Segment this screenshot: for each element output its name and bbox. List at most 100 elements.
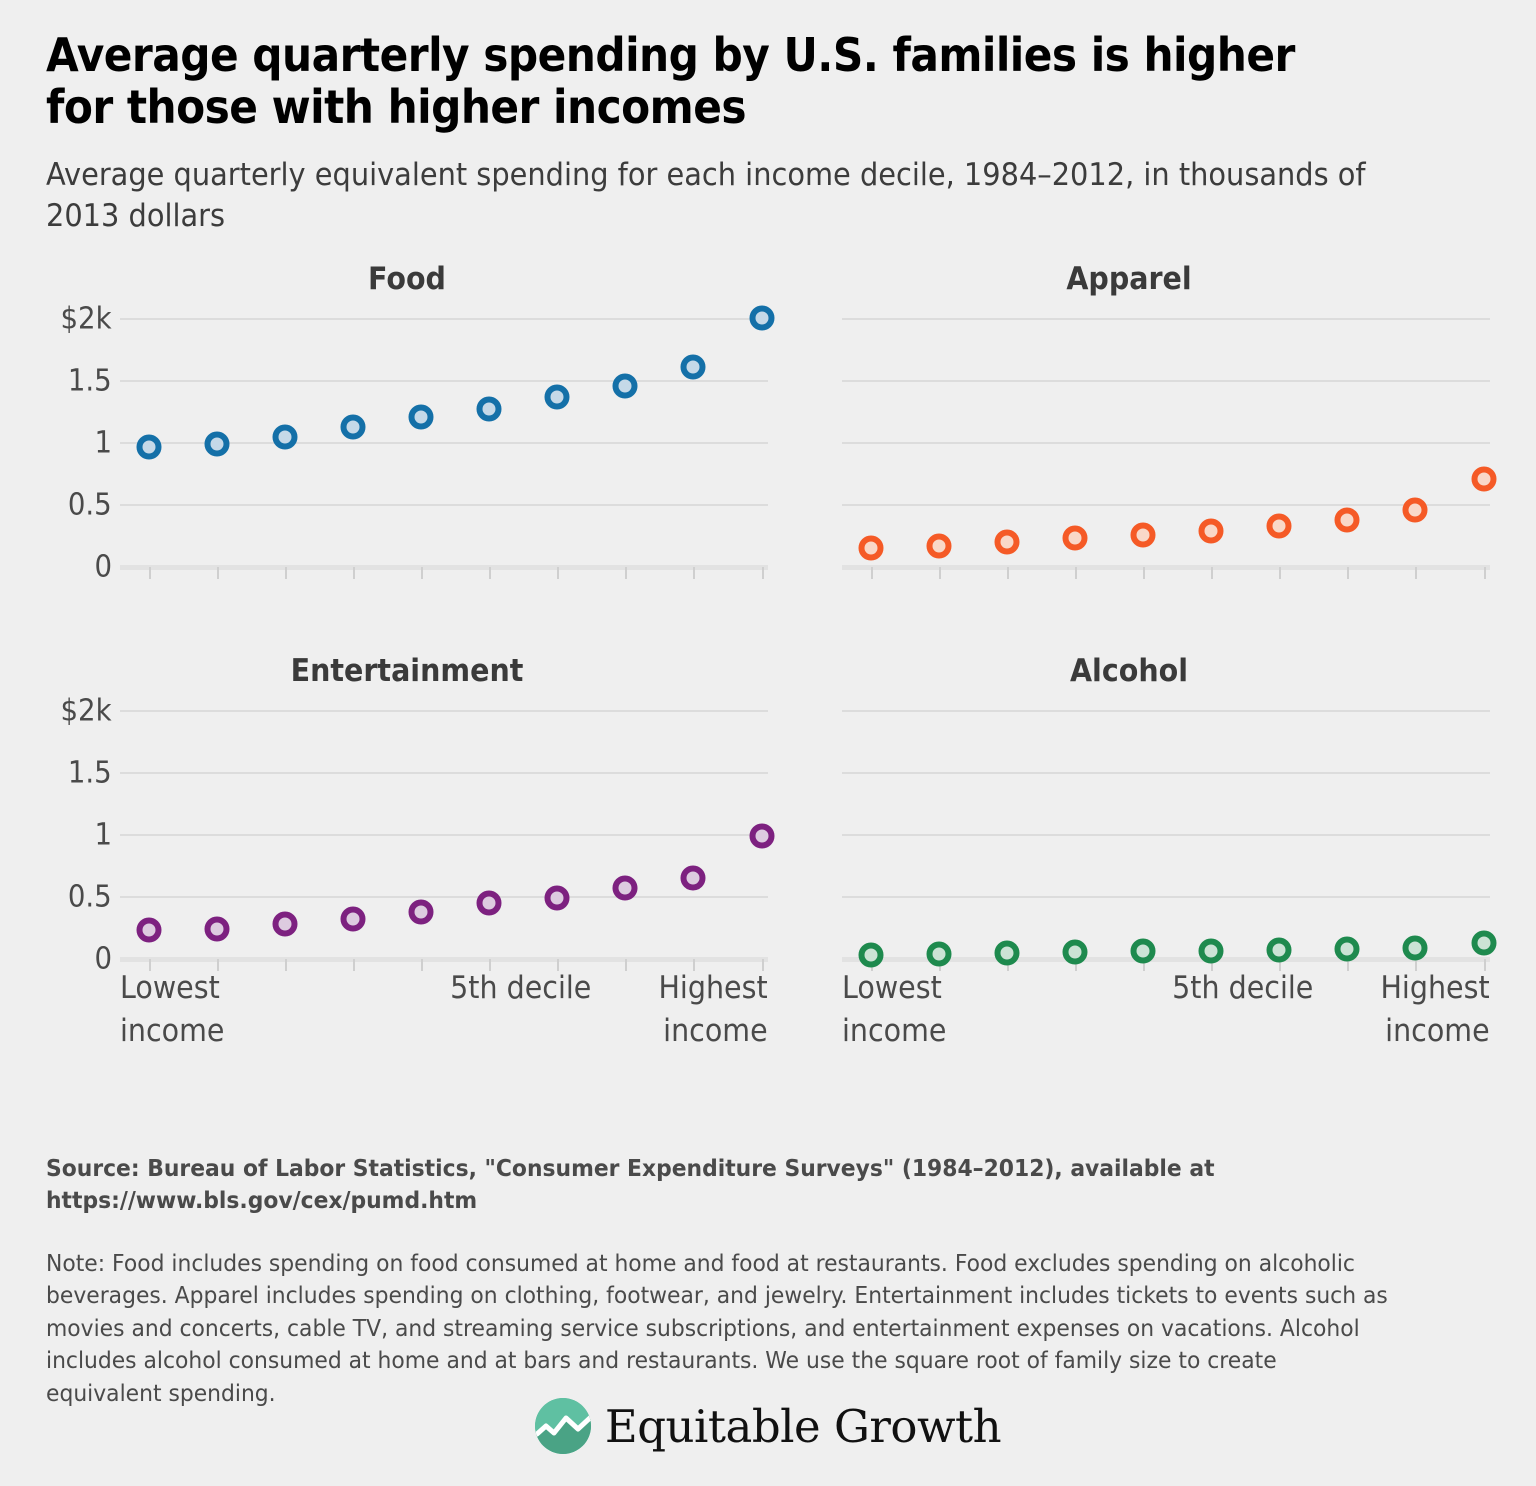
- x-tick-2: [939, 566, 942, 579]
- x-tick-4: [1075, 566, 1078, 579]
- chart-footer: Source: Bureau of Labor Statistics, "Con…: [0, 1152, 1536, 1409]
- x-tick-7: [557, 566, 560, 579]
- x-label-highest-income-2: Highest income: [1380, 969, 1490, 1049]
- panel-title-apparel: Apparel: [1066, 260, 1192, 297]
- panel-apparel: Apparel: [768, 260, 1497, 579]
- gridline-1.5: [842, 379, 1490, 382]
- x-axis-labels-alcohol: Lowest income 5th decile Highest income: [842, 959, 1490, 1055]
- x-tick-9: [1415, 566, 1418, 579]
- gridline-0: [842, 956, 1490, 962]
- data-point: [1130, 938, 1156, 964]
- x-tick-9: [693, 958, 696, 971]
- x-tick-4: [1075, 958, 1078, 971]
- gridline-0: [120, 564, 768, 570]
- x-tick-6: [489, 958, 492, 971]
- gridline-1.5: [842, 771, 1490, 774]
- x-tick-2: [217, 958, 220, 971]
- data-point: [136, 434, 162, 460]
- data-point: [1471, 466, 1497, 492]
- y-axis-entertainment: $2k 1.5 1 0.5 0: [46, 693, 120, 976]
- y-tick-label-1.5: 1.5: [68, 755, 112, 791]
- equitable-growth-circle-chart-icon: [534, 1398, 591, 1454]
- x-tick-1: [149, 566, 152, 579]
- panel-food: Food $2k 1.5 1 0.5 0: [46, 260, 775, 584]
- x-tick-8: [625, 958, 628, 971]
- data-point: [926, 941, 952, 967]
- x-axis-labels-entertainment: Lowest income 5th decile Highest income: [120, 959, 768, 1055]
- gridline-0.5: [120, 895, 768, 898]
- data-point: [612, 875, 638, 901]
- x-tick-4: [353, 566, 356, 579]
- y-tick-label-0: 0: [94, 549, 112, 585]
- gridline-2: [842, 317, 1490, 320]
- page-title: Average quarterly spending by U.S. famil…: [46, 28, 1295, 134]
- data-point: [1266, 513, 1292, 539]
- data-point: [340, 414, 366, 440]
- x-tick-6: [489, 566, 492, 579]
- data-point: [1402, 935, 1428, 961]
- x-tick-3: [285, 958, 288, 971]
- y-tick-label-1: 1: [94, 817, 112, 853]
- plot-area-entertainment: [120, 709, 775, 971]
- y-tick-label-0: 0: [94, 941, 112, 977]
- data-point: [544, 885, 570, 911]
- x-tick-2: [217, 566, 220, 579]
- y-tick-label-2: $2k: [60, 693, 112, 729]
- data-point: [204, 916, 230, 942]
- panel-entertainment: Entertainment $2k 1.5 1 0.5 0 Lowest income …: [46, 652, 775, 1055]
- data-point: [340, 906, 366, 932]
- note-text: Note: Food includes spending on food con…: [46, 1248, 1388, 1407]
- gridline-2: [120, 709, 768, 712]
- data-point: [476, 890, 502, 916]
- source-text: Source: Bureau of Labor Statistics, "Con…: [46, 1154, 1215, 1215]
- chart-subtitle: Average quarterly equivalent spending fo…: [46, 157, 1366, 234]
- y-tick-label-0.5: 0.5: [68, 487, 112, 523]
- data-point: [1062, 939, 1088, 965]
- gridline-1: [842, 833, 1490, 836]
- panel-grid: Food $2k 1.5 1 0.5 0 Apparel Entertainment $…: [0, 261, 1536, 1055]
- x-tick-6: [1211, 958, 1214, 971]
- x-tick-5: [1143, 566, 1146, 579]
- x-tick-8: [1347, 566, 1350, 579]
- gridline-0: [120, 956, 768, 962]
- data-point: [136, 917, 162, 943]
- chart-header: Average quarterly spending by U.S. famil…: [0, 0, 1536, 237]
- x-tick-5: [421, 566, 424, 579]
- data-point: [994, 940, 1020, 966]
- data-point: [1334, 507, 1360, 533]
- data-point: [680, 865, 706, 891]
- x-tick-9: [693, 566, 696, 579]
- data-point: [408, 404, 434, 430]
- x-tick-7: [1279, 566, 1282, 579]
- data-point: [749, 305, 775, 331]
- data-point: [858, 942, 884, 968]
- y-axis-alcohol: [768, 711, 842, 959]
- gridline-2: [842, 709, 1490, 712]
- x-label-highest-income: Highest income: [658, 969, 768, 1049]
- data-point: [612, 373, 638, 399]
- plot-area-apparel: [842, 317, 1497, 579]
- plot-area-food: [120, 305, 775, 579]
- x-tick-3: [1007, 566, 1010, 579]
- brand-logo: Equitable Growth: [0, 1398, 1536, 1454]
- x-label-lowest-income-2: Lowest income: [842, 969, 947, 1049]
- data-point: [1130, 522, 1156, 548]
- gridline-1: [120, 441, 768, 444]
- data-point: [1062, 525, 1088, 551]
- x-label-lowest-income: Lowest income: [120, 969, 225, 1049]
- x-tick-1: [149, 958, 152, 971]
- data-point: [1334, 936, 1360, 962]
- panel-title-entertainment: Entertainment: [290, 652, 524, 689]
- x-tick-4: [353, 958, 356, 971]
- data-point: [272, 911, 298, 937]
- data-point: [544, 384, 570, 410]
- panel-title-food: Food: [368, 260, 446, 297]
- row-gap-top: [46, 567, 768, 653]
- y-axis-apparel: [768, 319, 842, 567]
- data-point: [1402, 497, 1428, 523]
- x-tick-10: [761, 958, 764, 971]
- x-tick-10: [761, 566, 764, 579]
- gridline-2: [120, 317, 768, 320]
- x-tick-8: [625, 566, 628, 579]
